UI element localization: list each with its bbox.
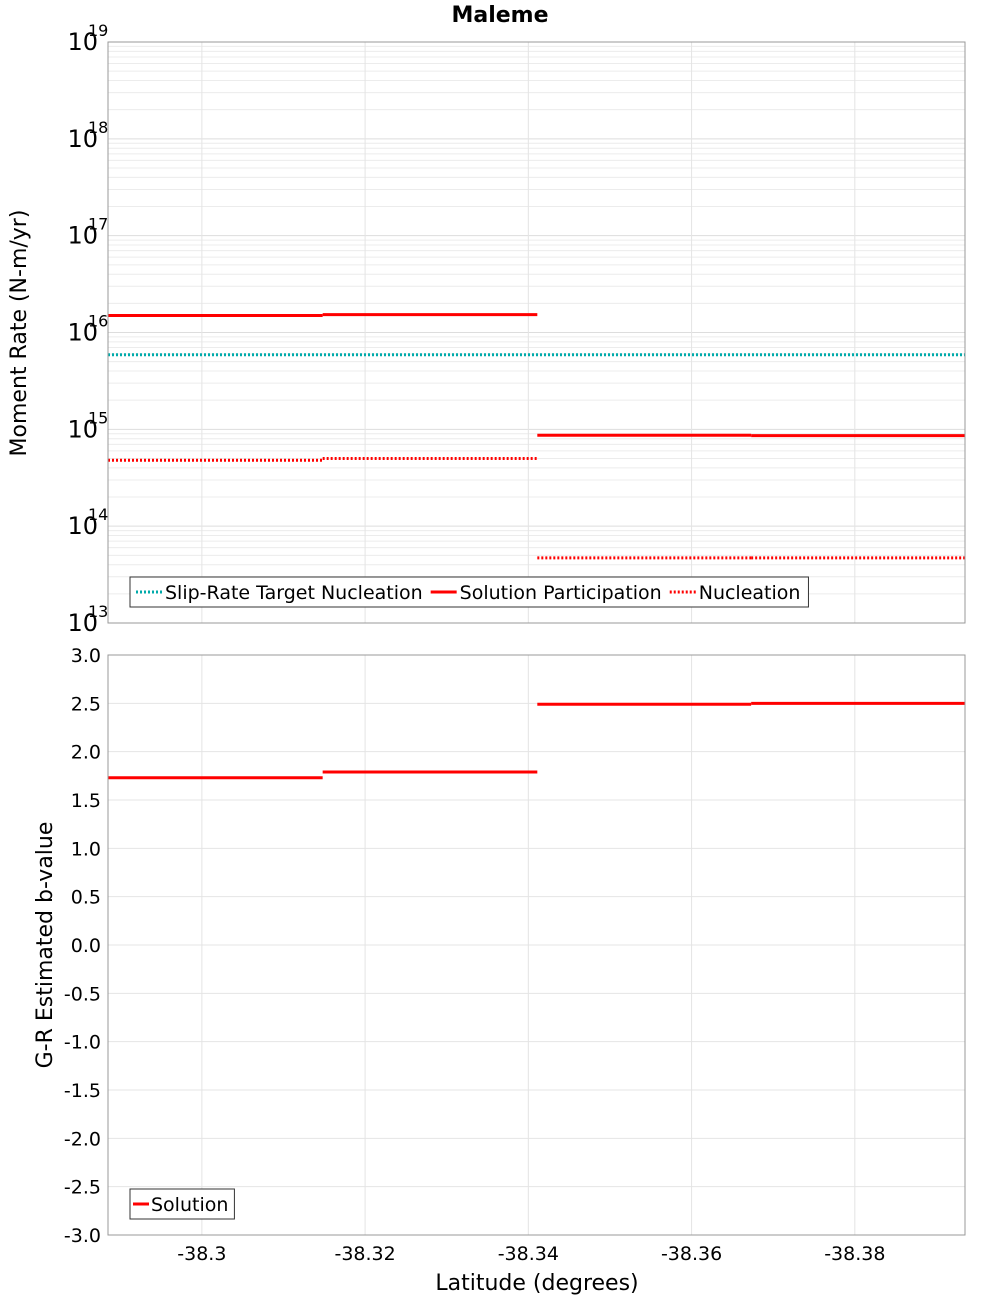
bottom-plot-frame (107, 654, 966, 1236)
top-y-tick-exponent: 19 (88, 21, 108, 40)
bottom-y-axis-label: G-R Estimated b-value (33, 822, 58, 1069)
top-y-tick-label: 10 (67, 609, 98, 637)
x-tick-label: -38.38 (824, 1243, 885, 1265)
b-value-plot: -3.0 -2.5 -2.0 -1.5 -1.0 -0.5 0.0 0.5 1.0 1.5 2.0 2… (64, 645, 966, 1265)
top-plot-frame (107, 41, 966, 624)
bottom-y-tick-label: -1.0 (64, 1032, 101, 1054)
x-tick-label: -38.34 (498, 1243, 559, 1265)
x-tick-label: -38.36 (661, 1243, 722, 1265)
top-grid (108, 41, 965, 624)
top-y-axis-label: Moment Rate (N-m/yr) (7, 210, 32, 457)
bottom-y-tick-label: 1.5 (71, 790, 101, 812)
x-tick-label: -38.3 (177, 1243, 226, 1265)
bottom-y-tick-label: -0.5 (64, 983, 101, 1005)
chart-title: Maleme (451, 3, 548, 28)
x-tick-label: -38.32 (334, 1243, 395, 1265)
top-y-tick-label: 10 (67, 319, 98, 347)
bottom-y-tick-label: 2.5 (71, 693, 101, 715)
top-series-1 (108, 313, 965, 438)
bottom-y-tick-label: -2.5 (64, 1177, 101, 1199)
bottom-y-tick-label: 1.0 (71, 838, 101, 860)
top-y-tick-exponent: 16 (88, 312, 108, 331)
top-y-tick-exponent: 15 (88, 408, 108, 427)
top-legend: Slip-Rate Target Nucleation Solution Part… (129, 576, 809, 608)
top-y-tick-exponent: 14 (88, 505, 108, 524)
bottom-series-0 (108, 701, 965, 780)
bottom-y-tick-label: -2.0 (64, 1128, 101, 1150)
bottom-y-tick-label: 0.5 (71, 887, 101, 909)
top-y-tick-exponent: 13 (88, 602, 108, 621)
bottom-legend-label: Solution (151, 1194, 228, 1216)
top-y-tick-label: 10 (67, 512, 98, 540)
x-axis-label: Latitude (degrees) (435, 1271, 638, 1296)
bottom-y-tick-label: 2.0 (71, 742, 101, 764)
top-legend-label: Solution Participation (460, 582, 662, 604)
bottom-legend: Solution (129, 1188, 235, 1220)
top-legend-label: Nucleation (699, 582, 801, 604)
top-y-tick-label: 10 (67, 415, 98, 443)
top-y-tick-exponent: 17 (88, 215, 108, 234)
bottom-y-tick-label: -1.5 (64, 1080, 101, 1102)
top-y-tick-label: 10 (67, 125, 98, 153)
top-y-tick-label: 10 (67, 222, 98, 250)
bottom-y-tick-label: -3.0 (64, 1225, 101, 1247)
top-legend-label: Slip-Rate Target Nucleation (165, 582, 423, 604)
top-y-tick-exponent: 18 (88, 118, 108, 137)
top-y-tick-label: 10 (67, 28, 98, 56)
bottom-y-tick-label: 3.0 (71, 645, 101, 667)
bottom-y-tick-label: 0.0 (71, 935, 101, 957)
